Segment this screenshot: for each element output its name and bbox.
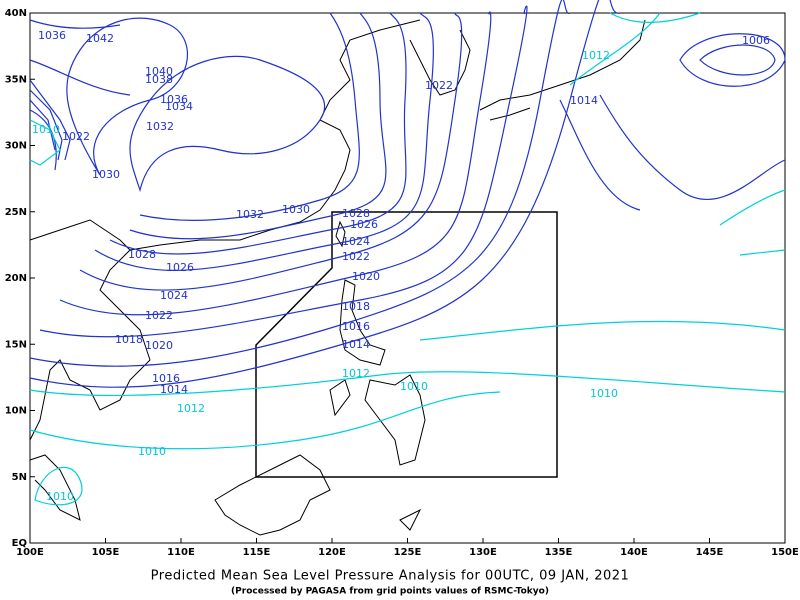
- cyan-isobars: [29, 12, 786, 506]
- isobar: [599, 94, 786, 200]
- lon-axis: 100E 105E 110E 115E 120E 125E 130E 135E 140E 145E…: [16, 538, 799, 558]
- contour-label: 1006: [742, 34, 770, 47]
- contour-label: 1032: [236, 208, 264, 221]
- lat-tick-label: 25N: [5, 207, 27, 218]
- coastline: [29, 219, 151, 441]
- contour-label: 1012: [177, 402, 205, 415]
- lat-tick-label: EQ: [12, 538, 27, 549]
- contour-label: 1028: [342, 207, 370, 220]
- contour-label: 1028: [128, 248, 156, 261]
- isobar: [29, 119, 61, 166]
- map-frame: [29, 12, 786, 544]
- contour-label: 1022: [342, 250, 370, 263]
- contour-label: 1022: [145, 309, 173, 322]
- lat-axis: 40N 35N 30N 25N 20N 15N 10N 5N EQ: [5, 8, 35, 549]
- isobars: [29, 0, 786, 388]
- isobar: [79, 12, 463, 291]
- contour-label: 1014: [342, 338, 370, 351]
- coastline: [29, 454, 81, 521]
- lon-tick-label: 120E: [318, 547, 346, 558]
- contour-label: 1032: [146, 120, 174, 133]
- lon-tick-label: 110E: [167, 547, 195, 558]
- contour-label: 1016: [152, 372, 180, 385]
- contour-label: 1018: [115, 333, 143, 346]
- lat-tick-label: 10N: [5, 406, 27, 417]
- contour-label: 1010: [590, 387, 618, 400]
- lon-tick-label: 130E: [469, 547, 497, 558]
- isobar: [34, 467, 83, 506]
- contour-label: 1030: [92, 168, 120, 181]
- contour-label: 1042: [86, 32, 114, 45]
- lon-tick-label: 105E: [92, 547, 120, 558]
- isobar: [569, 12, 661, 86]
- isobar: [139, 12, 360, 221]
- lat-tick-label: 20N: [5, 273, 27, 284]
- contour-label: 1026: [350, 218, 378, 231]
- coastline: [409, 29, 471, 96]
- map-title: Predicted Mean Sea Level Pressure Analys…: [151, 569, 630, 584]
- contour-label: 1022: [425, 79, 453, 92]
- isobar: [66, 17, 188, 176]
- isobar: [609, 12, 701, 23]
- isobar: [29, 0, 571, 367]
- lon-tick-label: 125E: [394, 547, 422, 558]
- isobar: [29, 0, 621, 388]
- lon-tick-label: 135E: [545, 547, 573, 558]
- contour-label: 1016: [342, 320, 370, 333]
- lon-tick-label: 145E: [696, 547, 724, 558]
- lat-tick-label: 40N: [5, 8, 27, 19]
- coastline: [214, 454, 422, 536]
- lat-tick-label: 35N: [5, 74, 27, 85]
- contour-label: 1034: [165, 100, 193, 113]
- lon-tick-label: 115E: [243, 547, 271, 558]
- contour-label: 1026: [166, 261, 194, 274]
- lon-tick-label: 150E: [771, 547, 799, 558]
- area-boundary: [255, 211, 558, 478]
- contour-label: 1014: [160, 383, 188, 396]
- isobar: [679, 33, 786, 87]
- isobar: [94, 12, 434, 271]
- contour-label: 1038: [145, 73, 173, 86]
- contour-label: 1010: [138, 445, 166, 458]
- lat-tick-label: 15N: [5, 339, 27, 350]
- contour-label: 1024: [342, 235, 370, 248]
- contour-label: 1022: [62, 130, 90, 143]
- coastline: [329, 374, 426, 466]
- contour-label: 1012: [582, 49, 610, 62]
- lon-tick-label: 100E: [16, 547, 44, 558]
- contour-label: 1012: [342, 367, 370, 380]
- isobar: [29, 371, 786, 396]
- contour-label: 1036: [160, 93, 188, 106]
- isobar: [559, 99, 641, 211]
- isobar: [109, 12, 407, 255]
- contour-label: 1030: [282, 203, 310, 216]
- coastline: [129, 19, 421, 251]
- contour-label: 1036: [38, 29, 66, 42]
- contour-label: 1014: [570, 94, 598, 107]
- isobar: [39, 5, 528, 338]
- isobar: [29, 391, 501, 450]
- contour-label: 1010: [46, 490, 74, 503]
- contour-label: 1020: [352, 270, 380, 283]
- lat-tick-label: 5N: [12, 472, 27, 483]
- lon-tick-label: 140E: [620, 547, 648, 558]
- isobar: [719, 189, 786, 256]
- contour-labels: 1036 1042 1040 1038 1036 1034 1032 1030 …: [32, 29, 770, 503]
- lat-tick-label: 30N: [5, 141, 27, 152]
- isobar: [129, 55, 326, 193]
- contour-label: 1040: [145, 65, 173, 78]
- contour-label: 1018: [342, 300, 370, 313]
- map-subtitle: (Processed by PAGASA from grid points va…: [231, 587, 549, 597]
- contour-label: 1010: [400, 380, 428, 393]
- isobar: [129, 12, 387, 240]
- contour-label: 1010: [32, 123, 60, 136]
- isobar: [419, 320, 786, 341]
- isobar: [59, 11, 492, 316]
- contour-label: 1020: [145, 339, 173, 352]
- coastlines: [29, 19, 646, 536]
- contour-label: 1024: [160, 289, 188, 302]
